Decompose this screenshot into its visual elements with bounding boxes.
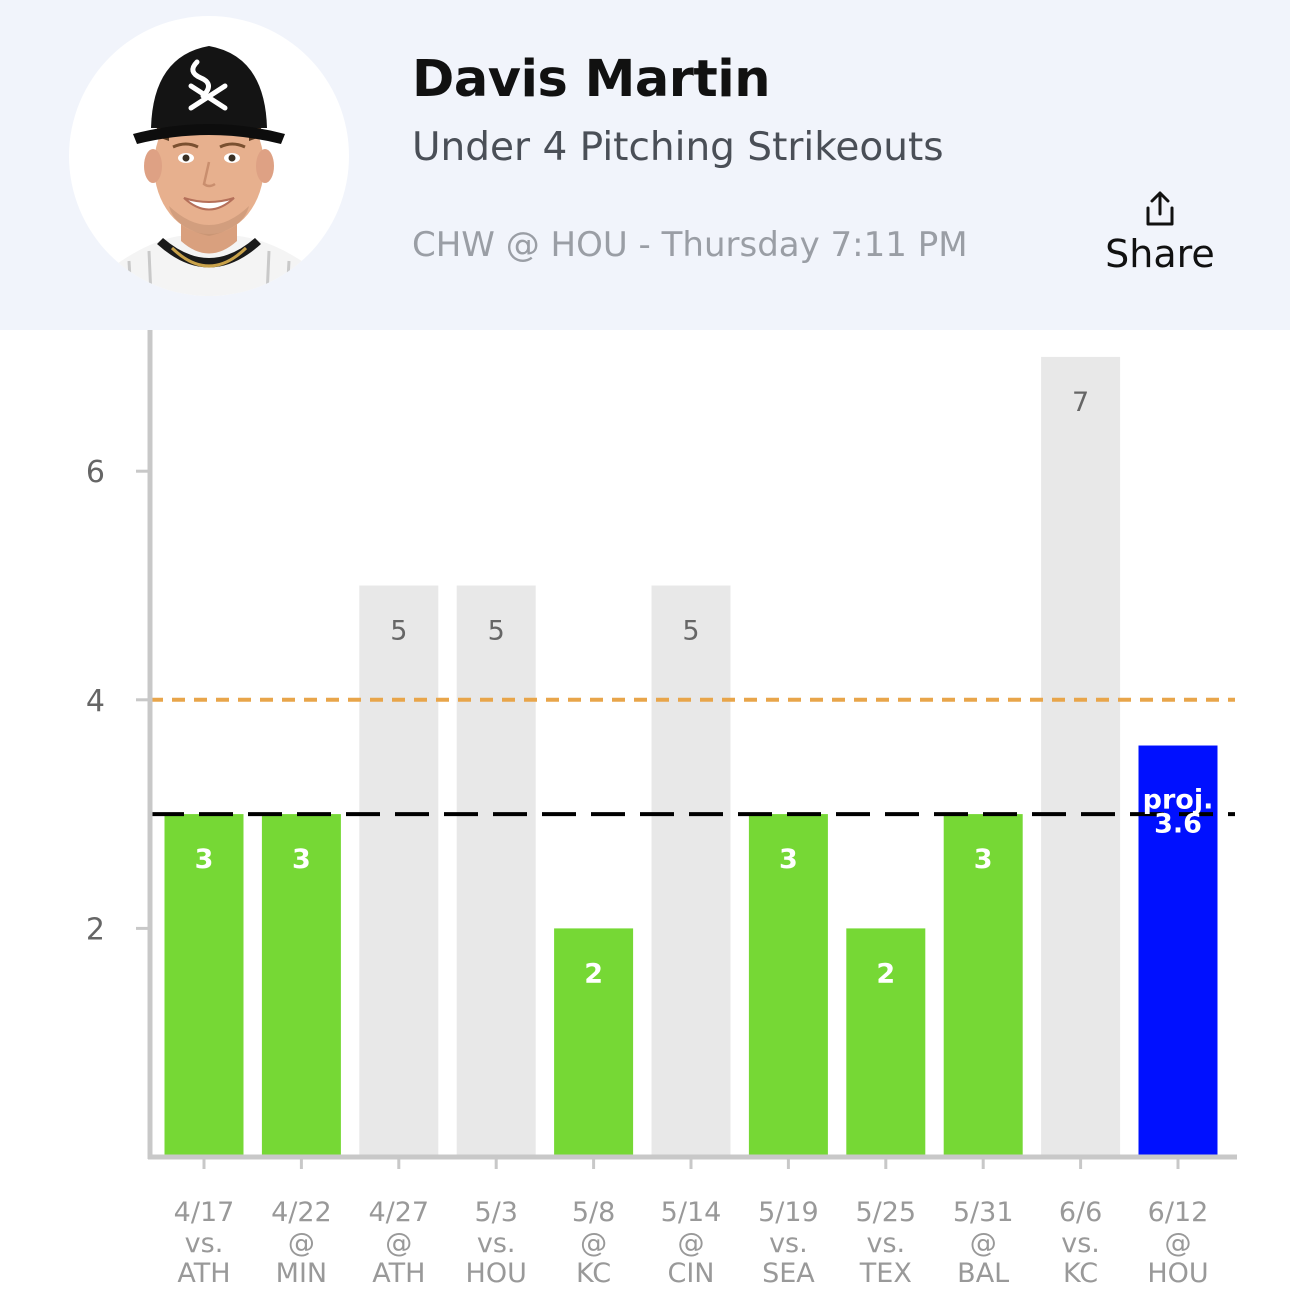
x-label-location: vs. <box>1061 1228 1100 1259</box>
share-icon <box>1146 191 1174 226</box>
bar-value-label: 5 <box>682 616 699 647</box>
share-button[interactable]: Share <box>1095 190 1225 286</box>
x-label-opponent: ATH <box>372 1258 425 1289</box>
x-label-date: 6/6 <box>1059 1197 1102 1228</box>
bar-4-22 <box>261 814 341 1157</box>
x-label-date: 4/27 <box>368 1197 429 1228</box>
player-header: Davis Martin Under 4 Pitching Strikeouts… <box>0 0 1290 330</box>
x-label-location: vs. <box>866 1228 905 1259</box>
x-label-location: vs. <box>185 1228 224 1259</box>
x-label-date: 5/19 <box>758 1197 819 1228</box>
game-matchup: CHW @ HOU - Thursday 7:11 PM <box>412 225 968 265</box>
bar-value-label: 3 <box>292 844 311 875</box>
x-label-opponent: MIN <box>276 1258 327 1289</box>
bar-value-label: 3 <box>779 844 798 875</box>
bar-4-27 <box>359 585 439 1157</box>
bar-value-label: 5 <box>488 616 505 647</box>
bar-value-label: 2 <box>584 958 603 989</box>
x-label-location: @ <box>1165 1228 1192 1259</box>
bar-value-label: 7 <box>1072 387 1089 418</box>
bar-5-14 <box>651 585 731 1157</box>
bar-value-label: 3 <box>195 844 214 875</box>
x-label-opponent: SEA <box>762 1258 815 1289</box>
bar-5-19 <box>748 814 828 1157</box>
player-name: Davis Martin <box>412 50 771 109</box>
prop-line: Under 4 Pitching Strikeouts <box>412 125 944 170</box>
y-tick-label: 6 <box>86 455 105 490</box>
bar-value-label: 3 <box>974 844 993 875</box>
x-label-date: 4/17 <box>174 1197 235 1228</box>
bar-5-25 <box>846 928 926 1157</box>
x-label-location: @ <box>970 1228 997 1259</box>
y-tick-label: 4 <box>86 684 105 719</box>
x-label-date: 5/25 <box>855 1197 916 1228</box>
y-tick-label: 2 <box>86 912 105 947</box>
x-label-location: vs. <box>769 1228 808 1259</box>
x-label-location: @ <box>385 1228 412 1259</box>
x-label-opponent: HOU <box>1147 1258 1208 1289</box>
player-avatar <box>69 16 349 296</box>
x-label-opponent: KC <box>576 1258 611 1289</box>
x-label-date: 5/3 <box>474 1197 517 1228</box>
bar-5-31 <box>943 814 1023 1157</box>
x-label-opponent: HOU <box>466 1258 527 1289</box>
x-label-location: vs. <box>477 1228 516 1259</box>
player-headshot-icon <box>109 46 314 296</box>
x-label-location: @ <box>288 1228 315 1259</box>
x-label-date: 5/14 <box>661 1197 722 1228</box>
bar-value-label: 2 <box>876 958 895 989</box>
x-label-opponent: TEX <box>859 1258 912 1289</box>
x-label-opponent: CIN <box>667 1258 714 1289</box>
projection-prefix: proj. <box>1143 785 1214 816</box>
x-label-date: 6/12 <box>1148 1197 1209 1228</box>
x-label-opponent: BAL <box>957 1258 1009 1289</box>
x-label-date: 5/8 <box>572 1197 615 1228</box>
bar-4-17 <box>164 814 244 1157</box>
bar-5-8 <box>554 928 634 1157</box>
x-label-date: 4/22 <box>271 1197 332 1228</box>
x-label-location: @ <box>678 1228 705 1259</box>
share-label: Share <box>1105 232 1215 276</box>
bar-5-3 <box>456 585 536 1157</box>
projection-value: 3.6 <box>1154 809 1202 840</box>
bar-value-label: 5 <box>390 616 407 647</box>
x-label-opponent: KC <box>1063 1258 1098 1289</box>
bar-6-6 <box>1041 356 1121 1157</box>
x-label-location: @ <box>580 1228 607 1259</box>
x-label-date: 5/31 <box>953 1197 1014 1228</box>
x-label-opponent: ATH <box>177 1258 230 1289</box>
